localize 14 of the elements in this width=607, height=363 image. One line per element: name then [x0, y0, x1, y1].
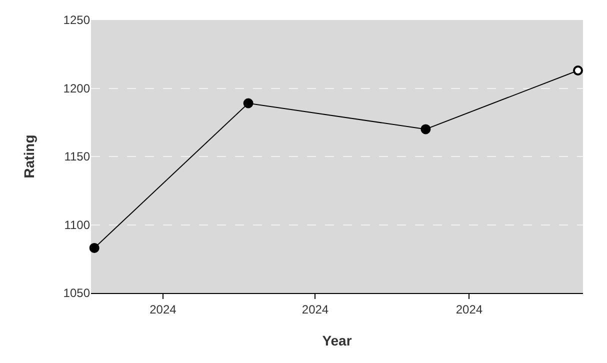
point: [243, 98, 254, 108]
x-tick-label: 2024: [302, 302, 329, 316]
point: [420, 124, 431, 134]
y-axis-title: Rating: [20, 134, 37, 178]
y-tick-label: 1200: [63, 81, 90, 96]
y-tick-label: 1250: [63, 13, 90, 28]
x-tick-label: 2024: [456, 302, 483, 316]
y-tick-label: 1050: [63, 286, 90, 300]
y-tick-label: 1150: [64, 150, 90, 164]
point: [572, 66, 583, 76]
y-tick-label: 1100: [64, 218, 90, 232]
x-axis-title: Year: [322, 332, 352, 349]
point: [89, 242, 100, 253]
x-tick-label: 2024: [150, 302, 177, 316]
